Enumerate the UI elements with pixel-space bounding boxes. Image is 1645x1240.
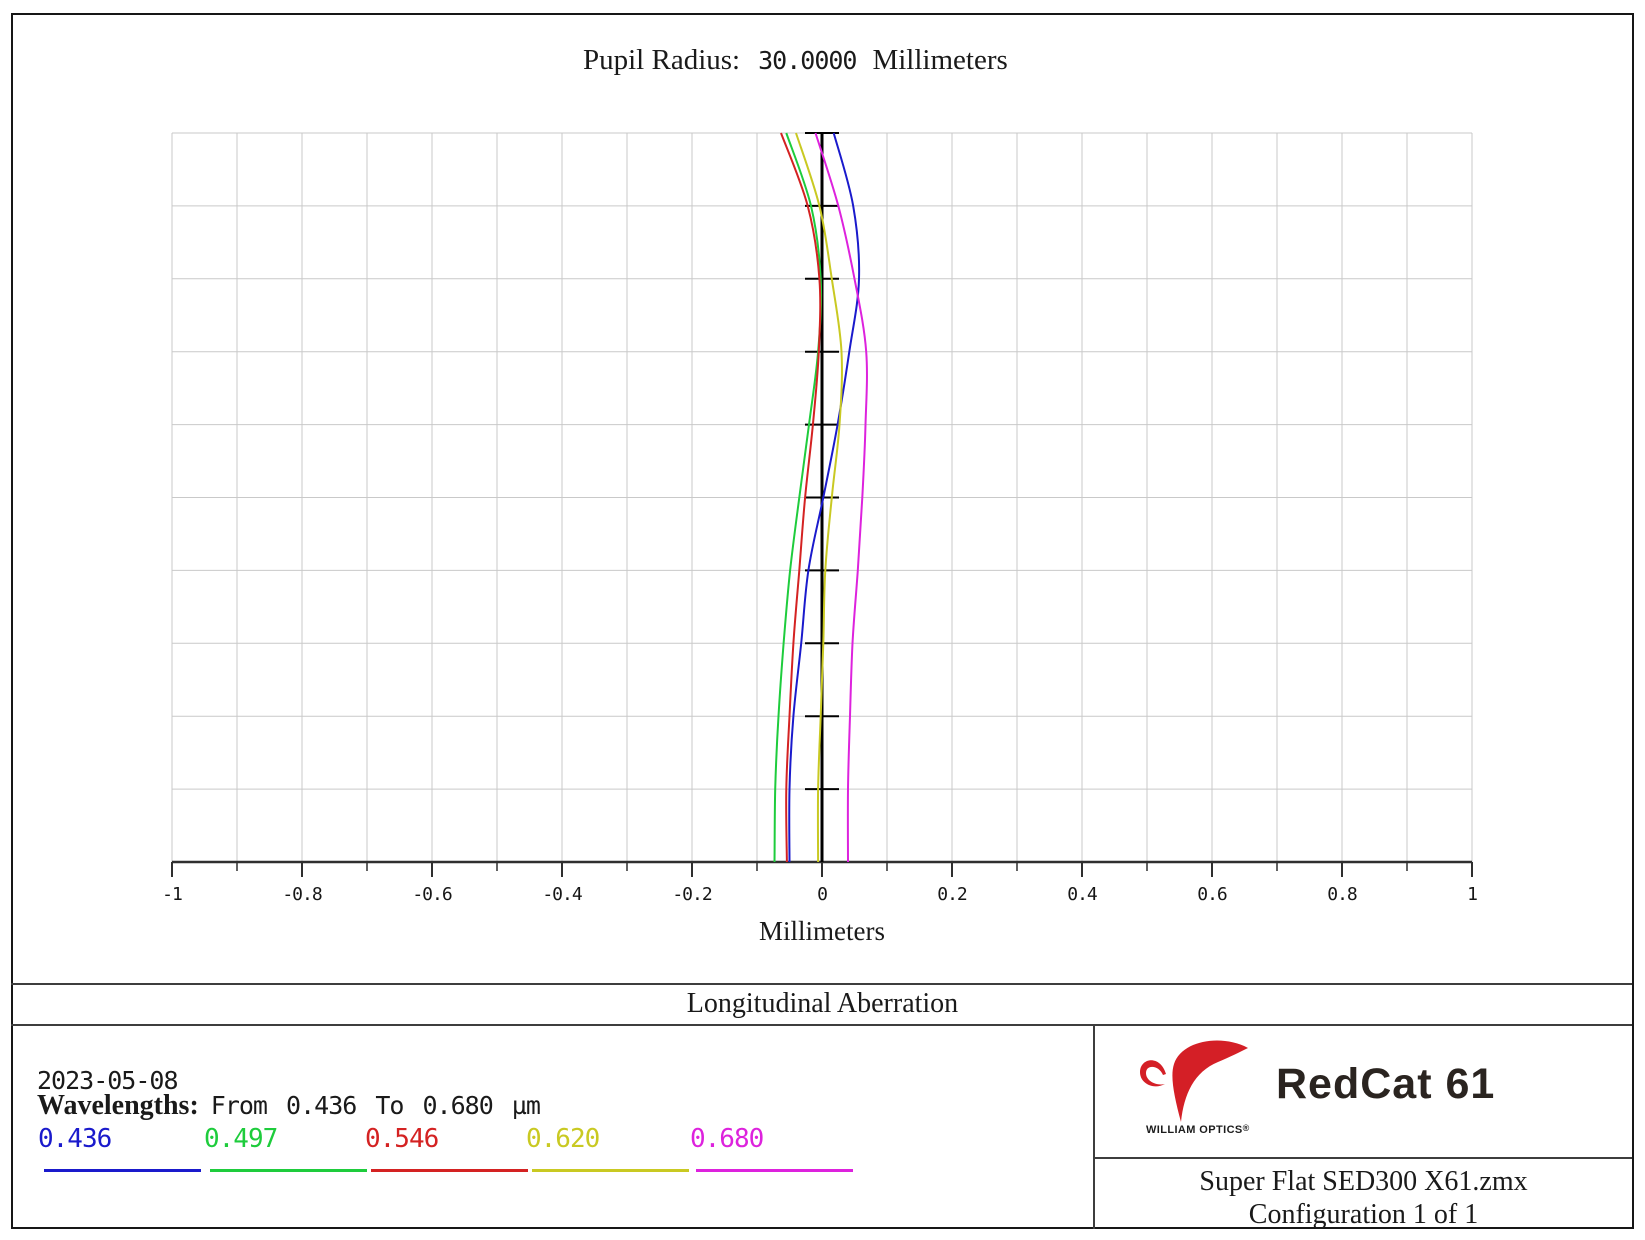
legend-line-0.436	[44, 1169, 201, 1172]
x-tick-label: -0.6	[412, 884, 452, 905]
section-divider-top	[11, 983, 1632, 985]
configuration-text: Configuration 1 of 1	[1248, 1199, 1479, 1230]
wavelengths-range: From 0.436 To 0.680 µm	[210, 1091, 541, 1120]
title-block-left-divider	[1093, 1024, 1095, 1229]
x-tick-label: 0.4	[1067, 884, 1097, 905]
legend-line-0.546	[371, 1169, 528, 1172]
aberration-curve-0.497	[773, 132, 823, 863]
wavelengths-label: Wavelengths:	[37, 1090, 199, 1121]
chart-header: Pupil Radius: 30.0000 Millimeters	[583, 44, 1008, 77]
section-title: Longitudinal Aberration	[686, 988, 959, 1019]
x-tick-label: -0.4	[542, 884, 582, 905]
logo-swoosh-small	[1140, 1060, 1166, 1087]
william-optics-logo-icon	[1140, 1040, 1248, 1122]
wavelengths-row: Wavelengths: From 0.436 To 0.680 µm	[37, 1090, 541, 1122]
legend-label-0.680: 0.680	[690, 1124, 764, 1154]
page-border	[11, 13, 1634, 1229]
pupil-radius-unit: Millimeters	[872, 44, 1008, 76]
legend-line-0.497	[210, 1169, 367, 1172]
x-tick-label: 0.6	[1197, 884, 1227, 905]
x-tick-label: 0.8	[1327, 884, 1357, 905]
aberration-curve-0.620	[795, 132, 843, 863]
x-tick-label: -0.2	[672, 884, 712, 905]
legend-label-0.620: 0.620	[526, 1124, 600, 1154]
x-tick-label: 0	[817, 884, 827, 905]
lens-file-name: Super Flat SED300 X61.zmx	[1199, 1166, 1528, 1197]
brand-text: WILLIAM OPTICS®	[1146, 1123, 1250, 1136]
x-axis-label: Millimeters	[759, 916, 885, 946]
x-tick-label: 0.2	[937, 884, 967, 905]
aberration-curve-0.436	[788, 132, 861, 863]
logo-swoosh-big	[1172, 1040, 1248, 1122]
legend-label-0.546: 0.546	[365, 1124, 439, 1154]
aberration-curve-0.680	[814, 132, 868, 863]
legend-line-0.620	[532, 1169, 689, 1172]
registered-mark: ®	[1242, 1123, 1250, 1133]
x-tick-label: -1	[162, 884, 182, 905]
legend-line-0.680	[696, 1169, 853, 1172]
brand-name: WILLIAM OPTICS	[1146, 1124, 1243, 1136]
section-divider-bottom	[11, 1024, 1632, 1026]
aberration-curve-0.546	[780, 132, 822, 863]
legend-label-0.436: 0.436	[38, 1124, 112, 1154]
x-tick-label: 1	[1467, 884, 1477, 905]
pupil-radius-label: Pupil Radius:	[583, 44, 741, 76]
legend-label-0.497: 0.497	[204, 1124, 278, 1154]
pupil-radius-value: 30.0000	[758, 46, 857, 75]
product-name: RedCat 61	[1276, 1060, 1496, 1108]
x-tick-label: -0.8	[282, 884, 322, 905]
date-text: 2023-05-08	[37, 1066, 179, 1095]
title-block-horizontal-divider	[1093, 1157, 1632, 1159]
